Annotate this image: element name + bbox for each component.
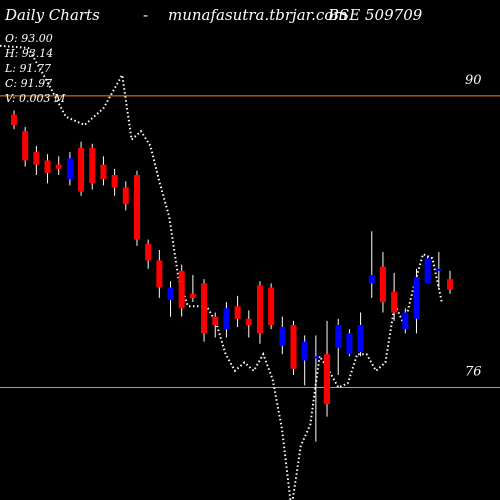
candle-body-down	[447, 279, 454, 290]
ohlcv-l: L: 91.77	[4, 62, 51, 75]
candle-35	[402, 308, 409, 334]
ohlcv-v: V: 0.003 M	[5, 92, 66, 105]
candle-1	[22, 127, 29, 167]
candle-body-down	[156, 260, 163, 288]
candle-23	[268, 283, 275, 330]
candle-34	[391, 272, 398, 321]
candle-body-up	[312, 356, 319, 359]
candle-26	[301, 335, 308, 386]
candle-body-down	[379, 266, 386, 303]
candle-body-up	[223, 308, 230, 330]
candle-18	[212, 312, 219, 338]
candle-body-up	[424, 258, 431, 284]
ohlcv-c: C: 91.97	[5, 77, 52, 90]
candle-16	[189, 275, 196, 303]
candle-body-down	[78, 147, 85, 192]
candle-body-down	[201, 283, 208, 334]
candle-36	[413, 268, 420, 334]
candle-body-down	[391, 291, 398, 313]
candle-body-down	[268, 287, 275, 325]
candle-body-down	[100, 164, 107, 180]
chart-title: Daily Charts	[4, 6, 100, 24]
candle-2	[33, 145, 40, 175]
candle-6	[78, 141, 85, 196]
candle-body-down	[11, 114, 17, 125]
candle-39	[447, 270, 454, 294]
candle-4	[55, 156, 62, 175]
candle-10	[122, 181, 129, 211]
candle-20	[234, 295, 241, 328]
candle-13	[156, 250, 163, 298]
candle-15	[178, 264, 185, 317]
level-lines: 90 76	[0, 73, 500, 388]
candle-body-up	[357, 325, 364, 353]
candle-body-down	[290, 325, 297, 369]
candle-33	[379, 252, 386, 313]
candle-body-down	[22, 131, 29, 161]
candle-body-up	[402, 312, 409, 330]
candle-body-down	[145, 243, 152, 261]
candle-14	[167, 281, 174, 317]
candle-11	[133, 170, 140, 246]
candle-24	[279, 316, 286, 355]
candle-22	[256, 281, 263, 344]
candle-25	[290, 320, 297, 375]
candle-19	[223, 302, 230, 338]
candle-body-down	[324, 354, 331, 405]
ohlcv-readout: O: 93.00 H: 93.14 L: 91.77 C: 91.97 V: 0.003…	[4, 32, 66, 105]
level-label-1: 76	[465, 365, 482, 380]
candle-body-up	[335, 325, 342, 348]
candle-38	[435, 252, 442, 288]
candle-body-up	[435, 268, 442, 271]
candle-31	[357, 312, 364, 357]
candle-17	[201, 279, 208, 342]
chart-header: Daily Charts - munafasutra.tbrjar.com BS…	[4, 6, 423, 24]
level-label-0: 90	[465, 73, 482, 88]
candle-body-up	[346, 333, 353, 355]
candles	[11, 110, 454, 442]
candle-body-down	[55, 164, 62, 169]
candle-body-down	[245, 318, 252, 325]
candle-body-down	[89, 147, 96, 184]
candle-body-down	[256, 285, 263, 334]
candle-8	[100, 156, 107, 186]
candle-body-up	[301, 341, 308, 361]
candle-body-up	[368, 275, 375, 284]
candle-body-down	[212, 316, 219, 325]
candle-body-down	[178, 270, 185, 309]
symbol-name: BSE 509709	[327, 6, 423, 24]
candle-32	[368, 231, 375, 298]
candle-body-down	[189, 293, 196, 298]
candle-body-up	[66, 158, 73, 180]
candle-29	[335, 318, 342, 375]
candle-body-down	[33, 152, 40, 165]
candle-37	[424, 256, 431, 284]
candle-9	[111, 168, 118, 196]
candle-3	[44, 154, 51, 184]
candle-28	[324, 320, 331, 417]
candle-0	[11, 110, 17, 130]
header-separator: -	[143, 6, 148, 24]
candle-30	[346, 329, 353, 357]
candle-body-down	[111, 175, 118, 188]
candle-body-down	[234, 306, 241, 319]
candle-body-up	[279, 327, 286, 346]
candle-27	[312, 335, 319, 442]
site-name: munafasutra.tbrjar.com	[168, 6, 348, 24]
candle-body-down	[44, 160, 51, 173]
ohlcv-o: O: 93.00	[5, 32, 53, 45]
candle-12	[145, 239, 152, 269]
candle-21	[245, 310, 252, 338]
candle-body-down	[133, 175, 140, 240]
candle-5	[66, 152, 73, 186]
ohlcv-h: H: 93.14	[4, 47, 53, 60]
candle-7	[89, 143, 96, 190]
candle-body-down	[122, 187, 129, 205]
candle-body-up	[167, 287, 174, 300]
candle-body-up	[413, 277, 420, 319]
